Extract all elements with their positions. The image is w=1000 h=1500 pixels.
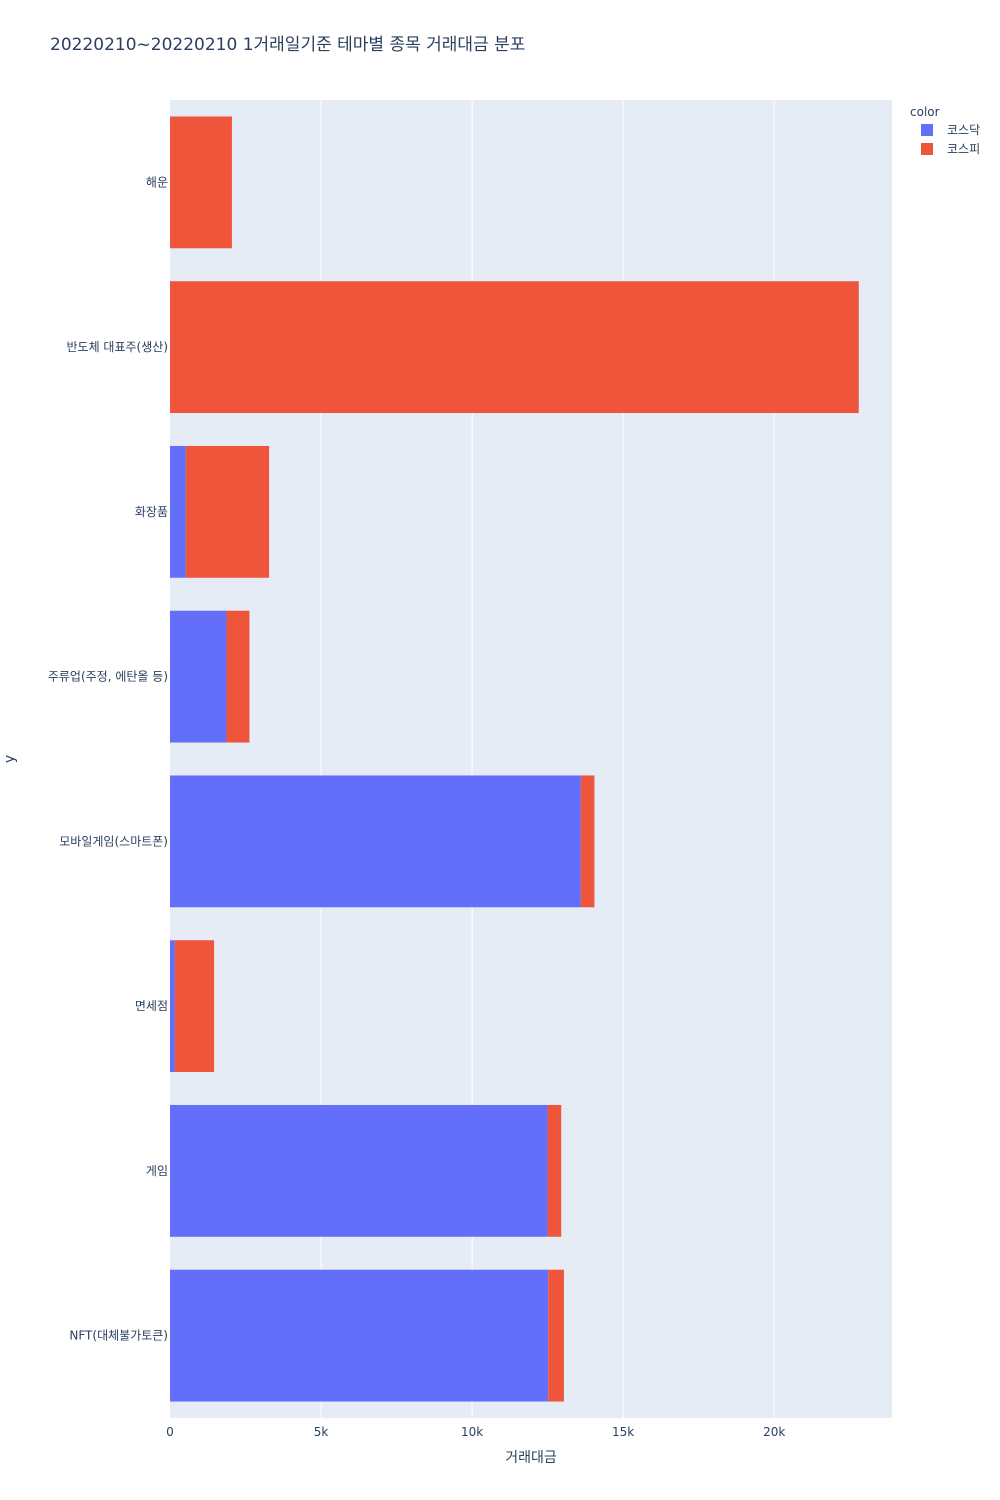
bar-코스피[interactable] — [580, 775, 595, 908]
y-tick-label: NFT(대체불가토큰) — [69, 1329, 168, 1343]
bar-코스피[interactable] — [170, 116, 232, 249]
bar-코스피[interactable] — [547, 1104, 562, 1237]
bar-코스피[interactable] — [548, 1269, 564, 1402]
bar-코스닥[interactable] — [170, 1269, 549, 1402]
legend-label[interactable]: 코스닥 — [947, 123, 980, 137]
y-tick-label: 모바일게임(스마트폰) — [59, 834, 168, 848]
legend-label[interactable]: 코스피 — [947, 142, 980, 156]
bar-코스닥[interactable] — [170, 610, 227, 743]
bar-코스닥[interactable] — [170, 1104, 548, 1237]
y-tick-label: 해운 — [146, 175, 168, 189]
bar-코스피[interactable] — [174, 940, 215, 1073]
y-tick-label: 게임 — [146, 1164, 168, 1178]
y-tick-label: 주류업(주정, 에탄올 등) — [48, 670, 168, 684]
y-tick-label: 화장품 — [135, 505, 168, 519]
y-tick-label: 면세점 — [135, 999, 168, 1013]
bar-코스피[interactable] — [185, 445, 270, 578]
x-tick-label: 15k — [612, 1425, 634, 1439]
y-tick-label: 반도체 대표주(생산) — [67, 340, 169, 354]
x-axis-ticks: 0 5k 10k 15k 20k — [166, 1425, 785, 1439]
chart-title: 20220210~20220210 1거래일기준 테마별 종목 거래대금 분포 — [50, 35, 525, 55]
legend-swatch[interactable] — [921, 143, 933, 155]
legend-swatch[interactable] — [921, 124, 933, 136]
x-axis-title: 거래대금 — [505, 1450, 557, 1466]
x-tick-label: 10k — [461, 1425, 483, 1439]
x-tick-label: 20k — [763, 1425, 785, 1439]
x-tick-label: 5k — [314, 1425, 329, 1439]
y-axis-title: y — [2, 755, 18, 763]
bar-코스피[interactable] — [170, 281, 859, 414]
bars[interactable] — [170, 116, 859, 1402]
bar-코스피[interactable] — [226, 610, 250, 743]
legend-title: color — [910, 105, 940, 119]
bar-코스닥[interactable] — [170, 445, 186, 578]
bar-코스닥[interactable] — [170, 775, 581, 908]
x-tick-label: 0 — [166, 1425, 174, 1439]
bar-코스닥[interactable] — [170, 940, 175, 1073]
